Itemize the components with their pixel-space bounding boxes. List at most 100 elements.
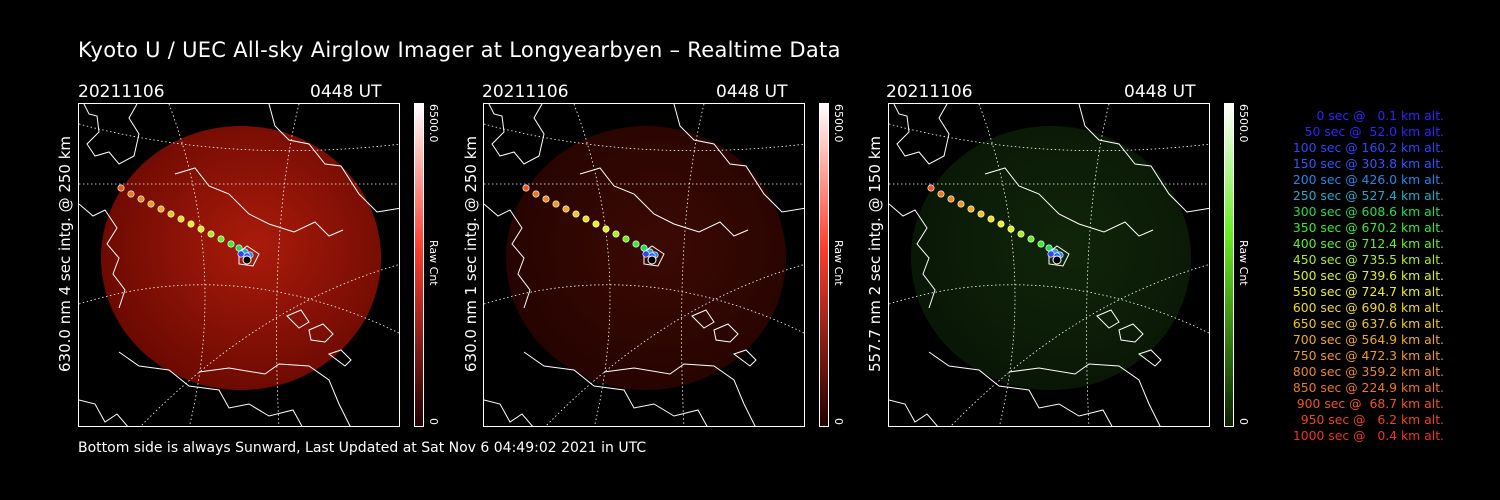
legend-entry: 850 sec @ 224.9 km alt. <box>1292 380 1444 395</box>
panel-3-date: 20211106 <box>886 82 973 102</box>
trajectory-point <box>187 220 195 228</box>
coastline <box>174 167 344 237</box>
coastline <box>118 351 303 426</box>
coastline <box>198 363 351 426</box>
grid-line <box>79 123 399 152</box>
trajectory-point <box>997 220 1005 228</box>
grid-line <box>79 284 399 334</box>
sky-map <box>484 104 804 426</box>
trajectory-point <box>927 184 935 192</box>
legend-entry: 650 sec @ 637.6 km alt. <box>1292 316 1444 331</box>
coastline <box>308 323 334 343</box>
trajectory-point <box>1017 230 1025 238</box>
footer-status: Bottom side is always Sunward, Last Upda… <box>78 440 647 456</box>
trajectory-point <box>640 244 648 252</box>
trajectory-point <box>572 210 580 218</box>
legend-entry: 100 sec @ 160.2 km alt. <box>1292 140 1444 155</box>
trajectory-point <box>117 184 125 192</box>
coastline <box>1078 104 1209 213</box>
panel-3-time: 0448 UT <box>1124 82 1196 102</box>
legend-entry: 900 sec @ 68.7 km alt. <box>1296 396 1444 411</box>
trajectory-point <box>1037 240 1045 248</box>
panel-3-ylabel: 557.7 nm 2 sec intg. @ 150 km <box>866 135 884 372</box>
trajectory-point <box>937 190 945 198</box>
trajectory-point <box>642 250 650 258</box>
coastline <box>1008 363 1161 426</box>
trajectory-point <box>522 184 530 192</box>
trajectory-point <box>157 205 165 213</box>
trajectory-point <box>947 195 955 203</box>
panel-2-time: 0448 UT <box>716 82 788 102</box>
coastline <box>603 363 756 426</box>
trajectory-point <box>1047 250 1055 258</box>
legend-entry: 700 sec @ 564.9 km alt. <box>1292 332 1444 347</box>
coastline <box>673 104 804 213</box>
panel-3-colorbar-min: 0 <box>1237 418 1250 425</box>
trajectory-endpoint <box>647 255 657 265</box>
trajectory-point <box>217 235 225 243</box>
trajectory-endpoint <box>242 255 252 265</box>
legend-entry: 200 sec @ 426.0 km alt. <box>1292 172 1444 187</box>
panel-1-colorbar-min: 0 <box>427 418 440 425</box>
coastline <box>1048 245 1070 267</box>
trajectory-point <box>622 235 630 243</box>
coastline <box>579 167 749 237</box>
panel-2-colorbar-unit: Raw Cnt <box>832 240 845 286</box>
coastline <box>238 245 260 267</box>
trajectory-point <box>957 200 965 208</box>
panel-1-date: 20211106 <box>78 82 165 102</box>
legend-entry: 950 sec @ 6.2 km alt. <box>1300 412 1444 427</box>
panel-1-time: 0448 UT <box>310 82 382 102</box>
trajectory-legend: 0 sec @ 0.1 km alt. 50 sec @ 52.0 km alt.… <box>1262 108 1444 444</box>
coastline <box>79 399 128 426</box>
coastline <box>268 104 399 213</box>
panel-1-colorbar-max: 6500.0 <box>427 104 440 143</box>
coastline <box>928 351 1113 426</box>
trajectory-point <box>167 210 175 218</box>
panel-2-image <box>483 103 805 427</box>
trajectory-point <box>632 240 640 248</box>
grid-line <box>168 104 206 426</box>
panel-2-colorbar-min: 0 <box>832 418 845 425</box>
panel-2-date: 20211106 <box>482 82 569 102</box>
coastline <box>327 349 352 367</box>
trajectory-point <box>602 225 610 233</box>
legend-entry: 150 sec @ 303.8 km alt. <box>1292 156 1444 171</box>
panel-3-image <box>888 103 1210 427</box>
legend-entry: 400 sec @ 712.4 km alt. <box>1292 236 1444 251</box>
trajectory-point <box>237 250 245 258</box>
trajectory-point <box>552 200 560 208</box>
sky-map <box>889 104 1209 426</box>
panel-1-ylabel: 630.0 nm 4 sec intg. @ 250 km <box>56 135 74 372</box>
coastline <box>984 167 1154 237</box>
trajectory-point <box>542 195 550 203</box>
trajectory-point <box>532 190 540 198</box>
legend-entry: 50 sec @ 52.0 km alt. <box>1304 124 1444 139</box>
panel-1-colorbar-unit: Raw Cnt <box>427 240 440 286</box>
coastline <box>691 309 715 329</box>
sky-map <box>79 104 399 426</box>
panel-3-colorbar-unit: Raw Cnt <box>1237 240 1250 286</box>
legend-entry: 800 sec @ 359.2 km alt. <box>1292 364 1444 379</box>
coastline <box>893 104 950 165</box>
coastline <box>488 104 545 165</box>
trajectory-point <box>207 230 215 238</box>
trajectory-point <box>987 215 995 223</box>
trajectory-point <box>1045 244 1053 252</box>
grid-line <box>484 284 804 334</box>
trajectory-point <box>197 225 205 233</box>
trajectory-point <box>612 230 620 238</box>
legend-entry: 300 sec @ 608.6 km alt. <box>1292 204 1444 219</box>
grid-line <box>573 104 611 426</box>
legend-entry: 500 sec @ 739.6 km alt. <box>1292 268 1444 283</box>
legend-entry: 550 sec @ 724.7 km alt. <box>1292 284 1444 299</box>
trajectory-point <box>177 215 185 223</box>
coastline <box>1118 323 1144 343</box>
coastline <box>484 399 533 426</box>
coastline <box>732 349 757 367</box>
trajectory-point <box>1027 235 1035 243</box>
panel-2-colorbar <box>819 103 829 427</box>
trajectory-point <box>562 205 570 213</box>
trajectory-point <box>977 210 985 218</box>
grid-line <box>889 284 1209 334</box>
